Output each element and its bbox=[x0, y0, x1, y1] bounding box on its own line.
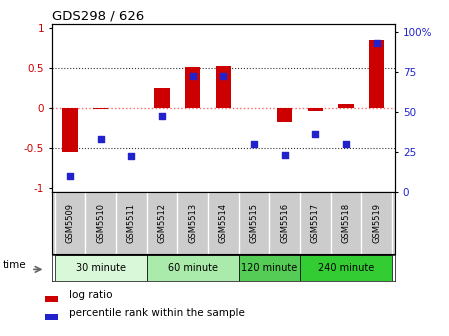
Bar bbox=[147, 255, 239, 281]
Text: GSM5516: GSM5516 bbox=[280, 203, 289, 243]
Text: GSM5517: GSM5517 bbox=[311, 203, 320, 243]
Text: GSM5510: GSM5510 bbox=[96, 203, 105, 243]
Bar bbox=[300, 255, 392, 281]
Point bbox=[189, 74, 196, 79]
Text: time: time bbox=[2, 260, 26, 269]
Bar bbox=[44, 296, 58, 302]
Bar bbox=[44, 314, 58, 320]
Point bbox=[158, 114, 166, 119]
Point bbox=[373, 40, 380, 45]
Bar bbox=[308, 108, 323, 111]
Bar bbox=[62, 108, 78, 152]
Text: GSM5519: GSM5519 bbox=[372, 203, 381, 243]
Point bbox=[97, 136, 104, 141]
Text: GSM5518: GSM5518 bbox=[342, 203, 351, 243]
Text: 30 minute: 30 minute bbox=[76, 263, 126, 273]
Point bbox=[281, 152, 288, 157]
Bar bbox=[277, 108, 292, 122]
Text: 120 minute: 120 minute bbox=[241, 263, 298, 273]
Text: percentile rank within the sample: percentile rank within the sample bbox=[69, 308, 245, 318]
Text: 60 minute: 60 minute bbox=[168, 263, 218, 273]
Point bbox=[220, 74, 227, 79]
Point bbox=[251, 141, 258, 146]
Text: GSM5513: GSM5513 bbox=[188, 203, 197, 243]
Bar bbox=[239, 255, 300, 281]
Bar bbox=[154, 87, 170, 108]
Text: GSM5515: GSM5515 bbox=[250, 203, 259, 243]
Text: GDS298 / 626: GDS298 / 626 bbox=[52, 9, 144, 23]
Point bbox=[312, 131, 319, 137]
Bar bbox=[216, 66, 231, 108]
Text: GSM5512: GSM5512 bbox=[158, 203, 167, 243]
Text: log ratio: log ratio bbox=[69, 290, 113, 300]
Bar bbox=[93, 108, 108, 109]
Point bbox=[128, 154, 135, 159]
Point bbox=[343, 141, 350, 146]
Text: 240 minute: 240 minute bbox=[318, 263, 374, 273]
Bar bbox=[339, 104, 354, 108]
Text: GSM5511: GSM5511 bbox=[127, 203, 136, 243]
Text: GSM5514: GSM5514 bbox=[219, 203, 228, 243]
Point bbox=[66, 173, 74, 178]
Text: GSM5509: GSM5509 bbox=[66, 203, 75, 243]
Bar bbox=[185, 67, 200, 108]
Bar bbox=[369, 40, 384, 108]
Bar bbox=[55, 255, 147, 281]
